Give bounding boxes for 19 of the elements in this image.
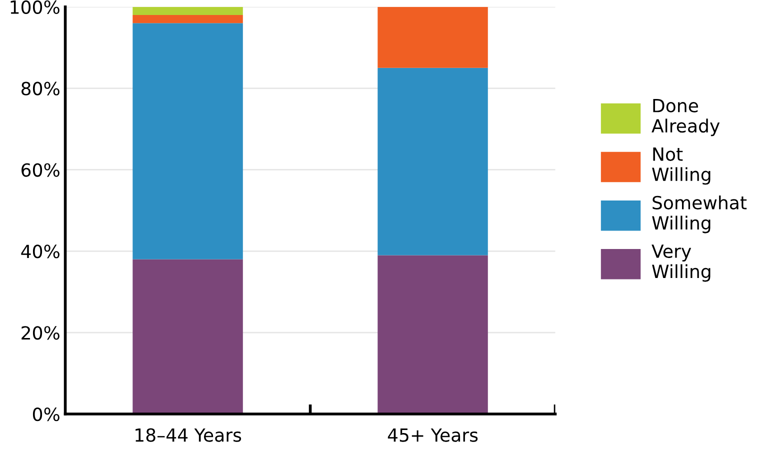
bar bbox=[378, 6, 488, 68]
bar bbox=[378, 255, 488, 414]
y-tick-label: 100% bbox=[10, 0, 60, 14]
bar bbox=[132, 15, 243, 24]
legend-label: Not Willing bbox=[652, 148, 710, 185]
legend-label: Done Already bbox=[652, 99, 720, 136]
x-tick-label: 45+ Years bbox=[388, 428, 478, 442]
legend-label: Very Willing bbox=[652, 244, 710, 282]
y-tick-label: 40% bbox=[21, 244, 60, 258]
x-tick-label: 18–44 Years bbox=[136, 428, 242, 442]
bar bbox=[132, 259, 243, 414]
y-tick-label: 20% bbox=[22, 326, 60, 340]
y-tick-label: 0% bbox=[32, 408, 60, 422]
y-tick-label: 80% bbox=[22, 82, 60, 96]
legend-label: Somewhat Willing bbox=[652, 196, 747, 234]
bar bbox=[132, 6, 243, 15]
bar bbox=[378, 68, 488, 256]
bar bbox=[132, 23, 243, 260]
y-tick-label: 60% bbox=[22, 163, 60, 177]
